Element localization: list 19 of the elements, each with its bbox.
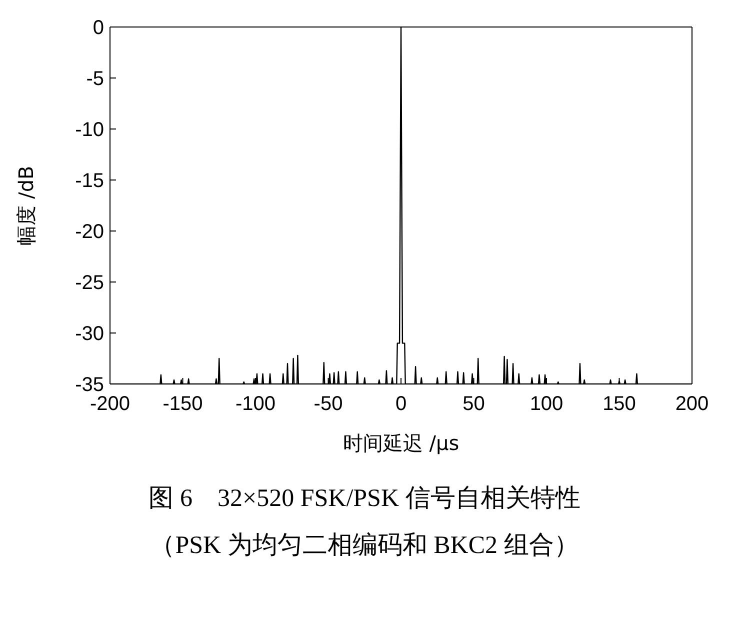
- x-tick-label: -150: [162, 393, 203, 416]
- x-tick-label: 100: [530, 393, 564, 416]
- text: （PSK 为均匀二相编码和 BKC2 组合）: [149, 531, 580, 561]
- y-tick-label: -15: [75, 170, 104, 192]
- text: 图 6 32×520 FSK/PSK 信号自相关特性: [148, 484, 582, 514]
- x-tick-label: 0: [395, 393, 407, 416]
- x-tick-label: -50: [314, 393, 343, 416]
- x-axis-title: 时间延迟 /μs: [342, 431, 460, 455]
- y-axis-title: 幅度 /dB: [14, 166, 38, 246]
- x-tick-label: 200: [675, 393, 709, 416]
- x-tick-label: -100: [235, 393, 276, 416]
- y-tick-label: 0: [92, 17, 104, 40]
- y-tick-label: -25: [75, 272, 104, 294]
- y-tick-label: -30: [75, 323, 104, 346]
- y-tick-label: -5: [86, 68, 104, 90]
- y-tick-label: -20: [75, 221, 104, 244]
- x-tick-label: 150: [602, 393, 636, 416]
- x-tick-label: 50: [462, 393, 485, 416]
- y-tick-label: -10: [75, 119, 104, 142]
